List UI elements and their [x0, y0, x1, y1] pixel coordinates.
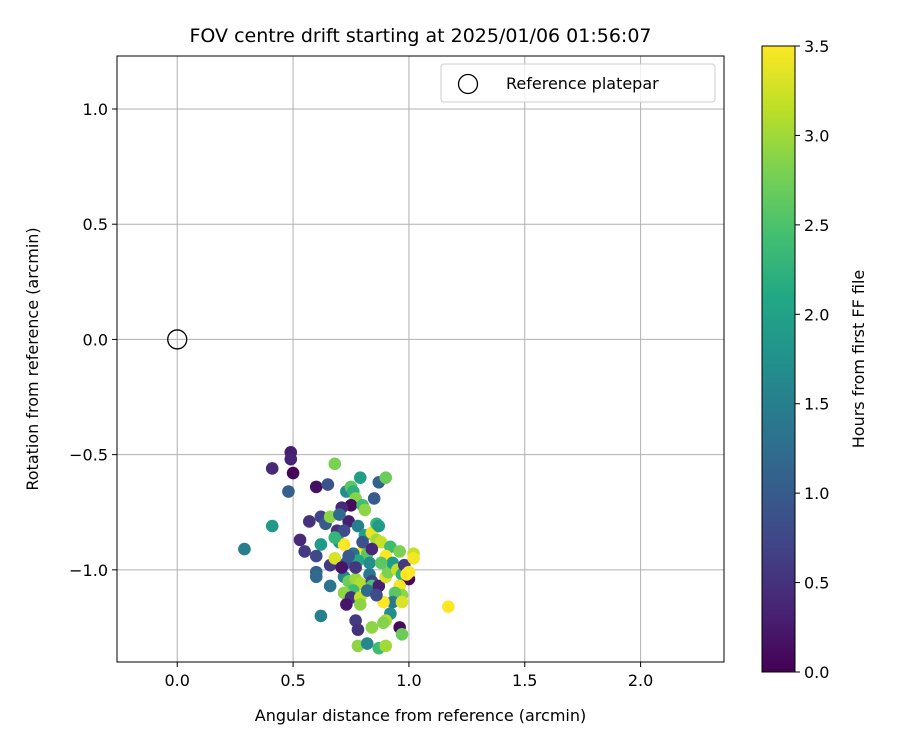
reference-platepar-marker [167, 329, 188, 350]
data-point [335, 561, 349, 574]
legend-marker-reference-icon [457, 73, 479, 95]
x-tick-label: 2.0 [628, 671, 653, 690]
x-tick-label: 0.0 [165, 671, 190, 690]
data-point [358, 503, 372, 517]
data-point [309, 570, 323, 584]
x-tick-label: 1.0 [396, 671, 421, 690]
colorbar-tick-label: 3.5 [804, 37, 829, 56]
data-point [293, 533, 307, 547]
data-point [367, 492, 381, 505]
data-point [395, 595, 409, 609]
colorbar-tick-label: 2.0 [804, 305, 829, 324]
colorbar-ticks: 0.0 0.5 1.0 1.5 2.0 2.5 3.0 3.5 [795, 37, 829, 682]
y-tick-label: 0.5 [83, 215, 108, 234]
y-axis-ticks: −1.0 −0.5 0.0 0.5 1.0 [69, 100, 117, 580]
colorbar-tick-label: 1.5 [804, 395, 829, 414]
y-tick-label: −1.0 [69, 561, 108, 580]
colorbar-tick-label: 3.0 [804, 126, 829, 145]
x-tick-label: 1.5 [512, 671, 537, 690]
data-point [309, 480, 323, 494]
colorbar: 0.0 0.5 1.0 1.5 2.0 2.5 3.0 3.5 Hours from firs… [761, 37, 868, 682]
data-point [314, 538, 328, 551]
data-point [238, 542, 251, 556]
data-point [265, 462, 279, 475]
colorbar-tick-label: 0.0 [804, 663, 829, 682]
colorbar-tick-label: 1.0 [804, 484, 829, 503]
legend-box [440, 63, 716, 103]
colorbar-label: Hours from first FF file [849, 270, 868, 449]
data-point [356, 535, 369, 549]
data-point [286, 466, 300, 480]
plot-frame [116, 55, 725, 663]
data-point [379, 639, 393, 653]
y-tick-label: 0.0 [83, 330, 108, 349]
data-point [353, 471, 367, 484]
data-point [395, 628, 409, 641]
data-point [386, 595, 399, 609]
data-point [393, 545, 406, 558]
data-point [328, 531, 342, 544]
data-point [314, 609, 328, 623]
data-point [337, 538, 351, 551]
y-tick-label: −0.5 [69, 446, 108, 465]
data-point [377, 616, 390, 630]
data-point [365, 542, 379, 556]
x-axis-ticks: 0.0 0.5 1.0 1.5 2.0 [165, 662, 653, 690]
legend: Reference platepar [440, 63, 716, 103]
colorbar-tick-label: 2.5 [804, 216, 829, 235]
data-point [328, 457, 342, 471]
data-points [238, 446, 455, 655]
data-point [372, 519, 386, 533]
data-point [351, 623, 365, 637]
data-point [340, 598, 353, 611]
data-point [402, 565, 416, 579]
data-point [349, 561, 362, 574]
data-point [379, 471, 393, 484]
data-point [333, 508, 346, 521]
data-point [374, 556, 388, 570]
data-point [365, 621, 379, 634]
data-point [302, 515, 316, 528]
data-point [298, 545, 311, 558]
data-point [370, 588, 383, 602]
data-point [328, 552, 342, 565]
chart-title: FOV centre drift starting at 2025/01/06 … [189, 25, 651, 47]
legend-label-reference: Reference platepar [506, 74, 659, 93]
colorbar-gradient [761, 45, 796, 673]
data-point [342, 549, 355, 563]
data-point [323, 579, 337, 593]
data-point [284, 452, 298, 466]
data-point [337, 524, 351, 537]
y-tick-label: 1.0 [83, 100, 108, 119]
data-point [309, 549, 323, 563]
data-point [282, 485, 295, 498]
data-point [442, 600, 455, 613]
data-point [407, 552, 420, 565]
x-tick-label: 0.5 [280, 671, 305, 690]
data-point [265, 519, 279, 533]
data-point [353, 598, 367, 611]
grid [117, 56, 724, 662]
y-axis-label: Rotation from reference (arcmin) [23, 227, 42, 490]
colorbar-tick-label: 0.5 [804, 574, 829, 593]
data-point [321, 478, 335, 491]
x-axis-label: Angular distance from reference (arcmin) [255, 706, 586, 725]
data-point [363, 556, 376, 570]
data-point [351, 519, 365, 533]
data-point [360, 637, 374, 650]
